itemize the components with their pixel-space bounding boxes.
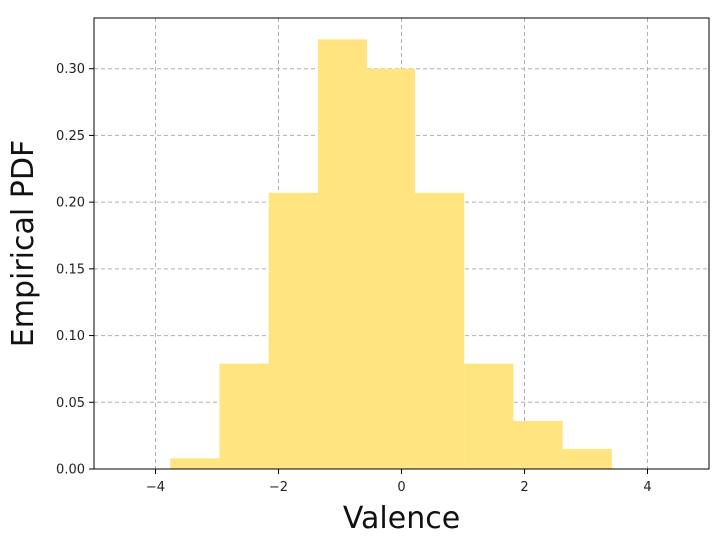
y-tick-label: 0.00 [56,463,85,478]
y-tick-label: 0.25 [56,129,85,144]
x-tick-label: −2 [269,480,288,495]
axis-ticks: −4 −2 0 2 4 0.00 0.05 0.10 0.15 0.20 0.25 0.30 [56,62,652,495]
histogram-bar [170,458,220,469]
y-tick-label: 0.15 [56,262,85,277]
x-tick-label: −4 [146,480,165,495]
histogram-bar [562,448,612,469]
x-tick-label: 2 [520,480,528,495]
histogram-bars [170,39,612,470]
histogram-bar [268,192,318,470]
x-tick-label: 0 [397,480,405,495]
y-tick-label: 0.20 [56,196,85,211]
histogram-bar [464,363,514,469]
y-axis-label: Empirical PDF [6,140,41,347]
histogram-bar [367,68,416,470]
histogram-bar [219,363,269,469]
histogram-bar [513,420,563,469]
y-tick-label: 0.10 [56,329,85,344]
y-tick-label: 0.30 [56,62,85,77]
x-axis-label: Valence [343,501,460,536]
y-tick-label: 0.05 [56,396,85,411]
x-tick-label: 4 [643,480,651,495]
histogram-bar [317,39,368,469]
histogram-bar [415,192,465,470]
